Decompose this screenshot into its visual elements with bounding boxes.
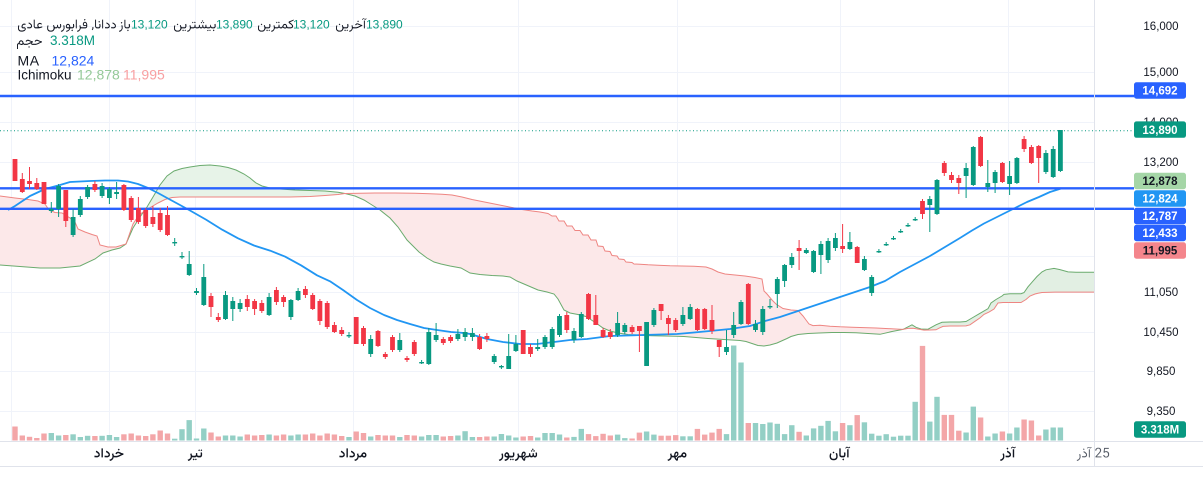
svg-text:13,890: 13,890 [216, 18, 253, 32]
svg-text:12,433: 12,433 [1142, 228, 1177, 240]
svg-text:3.318M: 3.318M [50, 33, 95, 48]
svg-text:13,890: 13,890 [1142, 125, 1177, 137]
svg-text:11,050: 11,050 [1144, 287, 1178, 299]
svg-text:13,890: 13,890 [366, 18, 403, 32]
svg-text:12,878: 12,878 [77, 67, 120, 83]
svg-text:MA: MA [18, 53, 40, 69]
svg-text:9,350: 9,350 [1147, 406, 1176, 418]
svg-text:13,200: 13,200 [1143, 157, 1178, 169]
svg-text:16,000: 16,000 [1143, 21, 1178, 33]
svg-text:12,878: 12,878 [1142, 176, 1178, 188]
svg-text:14,692: 14,692 [1142, 86, 1177, 98]
svg-text:11,995: 11,995 [1143, 246, 1178, 258]
svg-text:10,450: 10,450 [1143, 327, 1178, 339]
svg-text:12,824: 12,824 [52, 53, 95, 69]
svg-text:12,787: 12,787 [1142, 211, 1177, 223]
svg-text:12,824: 12,824 [1142, 194, 1178, 206]
svg-text:13,120: 13,120 [293, 18, 330, 32]
svg-text:Ichimoku: Ichimoku [18, 68, 72, 83]
svg-text:9,850: 9,850 [1147, 366, 1176, 378]
svg-text:15,000: 15,000 [1143, 67, 1178, 79]
svg-text:3.318M: 3.318M [1141, 425, 1179, 437]
svg-text:11,995: 11,995 [123, 67, 165, 83]
svg-text:13,120: 13,120 [131, 18, 168, 32]
